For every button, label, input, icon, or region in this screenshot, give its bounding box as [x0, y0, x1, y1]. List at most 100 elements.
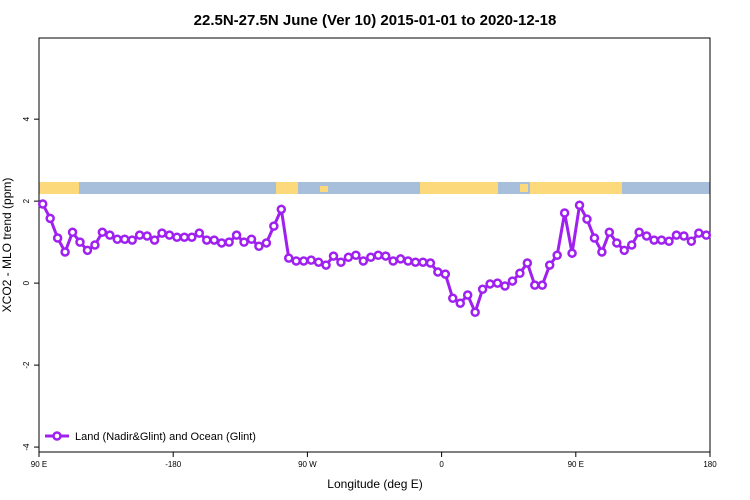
point [216, 238, 227, 248]
point [485, 279, 495, 289]
point [515, 268, 525, 279]
point [552, 250, 562, 260]
point [82, 245, 93, 256]
point [604, 227, 615, 238]
point [433, 267, 443, 277]
point [634, 227, 644, 238]
point [254, 241, 264, 251]
point [686, 236, 697, 247]
point [37, 199, 48, 209]
point [239, 237, 249, 247]
point [477, 284, 488, 295]
point [179, 232, 190, 242]
point [321, 260, 331, 270]
point [544, 260, 555, 270]
point [52, 233, 63, 243]
point [679, 231, 689, 241]
point [470, 307, 480, 317]
map-strip [39, 182, 710, 194]
point [358, 256, 369, 266]
point [373, 250, 383, 260]
point [75, 237, 85, 247]
point [313, 257, 324, 267]
y-tick-label: -4 [22, 443, 31, 451]
point [455, 298, 465, 308]
point [403, 256, 413, 266]
point [298, 256, 309, 266]
point [567, 248, 577, 258]
point [626, 240, 637, 250]
point [537, 280, 547, 290]
x-tick-label: 90 E [568, 460, 584, 469]
point [597, 247, 607, 257]
point [619, 245, 630, 256]
point [157, 228, 167, 238]
point [90, 240, 100, 250]
point [336, 257, 346, 267]
point [440, 269, 451, 279]
point [127, 235, 137, 245]
point [194, 228, 205, 238]
point [462, 290, 473, 300]
point [418, 257, 428, 267]
point [664, 236, 674, 247]
legend-label: Land (Nadir&Glint) and Ocean (Glint) [75, 431, 256, 443]
y-tick-label: 2 [22, 198, 31, 203]
point [187, 232, 197, 242]
y-tick-label: 4 [22, 116, 31, 121]
point [366, 252, 376, 263]
point [202, 235, 212, 245]
point [60, 247, 70, 257]
point [261, 238, 272, 248]
point [694, 228, 704, 238]
point [276, 204, 287, 215]
point [649, 235, 659, 245]
point [589, 233, 600, 243]
point [224, 237, 234, 247]
point [45, 213, 55, 224]
point [105, 230, 115, 240]
point [231, 230, 242, 240]
point [492, 278, 503, 288]
point [291, 256, 301, 266]
point [269, 221, 279, 231]
point [134, 230, 145, 240]
y-tick-label: -2 [22, 361, 31, 369]
point [574, 200, 585, 210]
point [388, 256, 398, 266]
point [612, 238, 622, 248]
point [112, 234, 123, 245]
point [448, 293, 458, 304]
point [425, 258, 436, 268]
point [149, 235, 160, 245]
point [656, 235, 667, 245]
x-tick-label: 90 W [298, 460, 317, 469]
point [507, 276, 518, 286]
point [164, 230, 175, 240]
point [395, 254, 406, 264]
point [380, 251, 391, 261]
x-tick-label: 180 [703, 460, 717, 469]
point [306, 255, 316, 265]
point [500, 281, 510, 291]
x-tick-label: -180 [165, 460, 182, 469]
point [142, 231, 152, 241]
point [209, 235, 219, 245]
point [97, 227, 108, 238]
x-axis-title: Longitude (deg E) [327, 477, 422, 491]
point [671, 230, 682, 240]
legend-marker [52, 431, 62, 441]
y-axis-title: XCO2 - MLO trend (ppm) [0, 178, 14, 313]
chart-title: 22.5N-27.5N June (Ver 10) 2015-01-01 to … [194, 12, 557, 29]
point [701, 230, 712, 240]
point [172, 232, 182, 242]
point [328, 251, 339, 261]
point [559, 208, 570, 218]
point [530, 280, 540, 290]
point [410, 257, 421, 267]
y-tick-label: 0 [22, 280, 31, 285]
point [351, 250, 361, 260]
point [246, 234, 257, 245]
plot-frame [38, 37, 711, 453]
